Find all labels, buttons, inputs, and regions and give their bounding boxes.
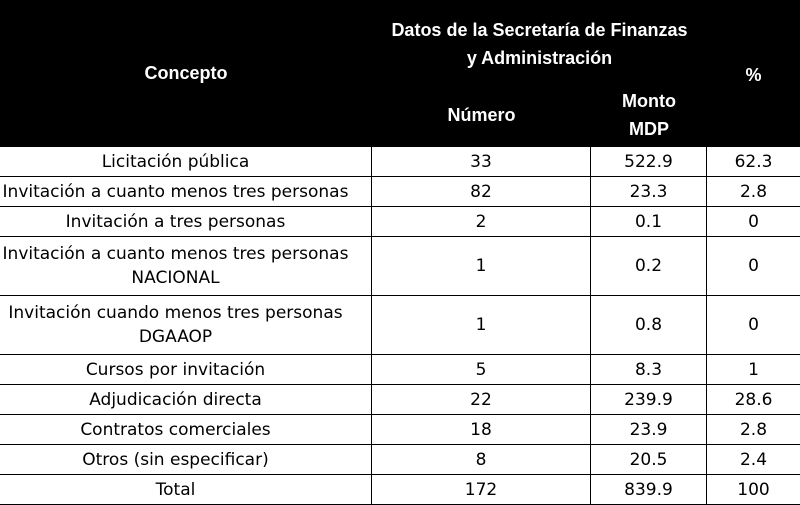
table-row: Adjudicación directa 22 239.9 28.6: [0, 385, 800, 415]
cell-monto: 522.9: [591, 147, 707, 176]
cell-pct: 100: [737, 479, 770, 500]
cell-concepto-line2: NACIONAL: [131, 268, 220, 288]
cell-numero: 1: [372, 237, 591, 295]
cell-monto: 0.8: [591, 296, 707, 354]
cell-monto: 0.1: [591, 207, 707, 236]
table-header: Concepto Datos de la Secretaría de Finan…: [0, 0, 800, 146]
cell-monto: 23.3: [591, 177, 707, 206]
table-row: Invitación a tres personas 2 0.1 0: [0, 207, 800, 237]
cell-pct: 2.8: [739, 419, 768, 440]
header-group-line2: y Administración: [466, 48, 613, 68]
cell-monto: 20.5: [591, 445, 707, 474]
cell-concepto: Invitación a cuanto menos tres personas: [0, 177, 372, 206]
cell-concepto: Contratos comerciales: [0, 415, 372, 444]
cell-pct: 2.4: [739, 449, 768, 470]
cell-concepto: Invitación cuando menos tres personas DG…: [0, 296, 372, 354]
cell-pct: 0: [748, 256, 759, 276]
table-row: Cursos por invitación 5 8.3 1: [0, 355, 800, 385]
cell-monto: 8.3: [591, 355, 707, 384]
cell-concepto-line1: Invitación cuando menos tres personas: [8, 303, 343, 323]
cell-numero: 1: [372, 296, 591, 354]
header-group-line1: Datos de la Secretaría de Finanzas: [391, 20, 688, 40]
cell-concepto: Invitación a cuanto menos tres personas …: [0, 237, 372, 295]
cell-concepto: Adjudicación directa: [0, 385, 372, 414]
cell-pct: 0: [748, 211, 759, 232]
cell-pct: 62.3: [734, 151, 773, 172]
cell-numero: 2: [372, 207, 591, 236]
header-monto-line2: MDP: [629, 119, 669, 139]
table-row: Contratos comerciales 18 23.9 2.8: [0, 415, 800, 445]
table-row: Invitación cuando menos tres personas DG…: [0, 296, 800, 355]
cell-numero: 82: [372, 177, 591, 206]
header-numero: Número: [447, 105, 516, 125]
table-row: Invitación a cuanto menos tres personas …: [0, 177, 800, 207]
table-row: Licitación pública 33 522.9 62.3: [0, 147, 800, 177]
cell-monto: 0.2: [591, 237, 707, 295]
cell-concepto: Otros (sin especificar): [0, 445, 372, 474]
cell-concepto: Cursos por invitación: [0, 355, 372, 384]
table-body: Licitación pública 33 522.9 62.3 Invitac…: [0, 146, 800, 505]
cell-pct: 28.6: [734, 389, 773, 410]
cell-numero: 22: [372, 385, 591, 414]
cell-numero: 5: [372, 355, 591, 384]
cell-pct: 2.8: [739, 181, 768, 202]
cell-numero: 8: [372, 445, 591, 474]
table-row: Invitación a cuanto menos tres personas …: [0, 237, 800, 296]
cell-numero: 33: [372, 147, 591, 176]
table-row-total: Total 172 839.9 100: [0, 475, 800, 505]
header-monto-line1: Monto: [622, 91, 676, 111]
header-pct: %: [745, 65, 762, 85]
cell-numero: 172: [372, 475, 591, 504]
cell-concepto-line2: DGAAOP: [138, 327, 213, 347]
cell-concepto: Invitación a tres personas: [0, 207, 372, 236]
cell-pct: 0: [748, 315, 759, 335]
cell-concepto: Total: [0, 475, 372, 504]
cell-monto: 839.9: [591, 475, 707, 504]
cell-monto: 23.9: [591, 415, 707, 444]
table-row: Otros (sin especificar) 8 20.5 2.4: [0, 445, 800, 475]
cell-concepto: Licitación pública: [0, 147, 372, 176]
cell-pct: 1: [748, 359, 759, 380]
header-concepto: Concepto: [144, 63, 228, 83]
cell-monto: 239.9: [591, 385, 707, 414]
cell-numero: 18: [372, 415, 591, 444]
cell-concepto-line1: Invitación a cuanto menos tres personas: [2, 244, 349, 264]
